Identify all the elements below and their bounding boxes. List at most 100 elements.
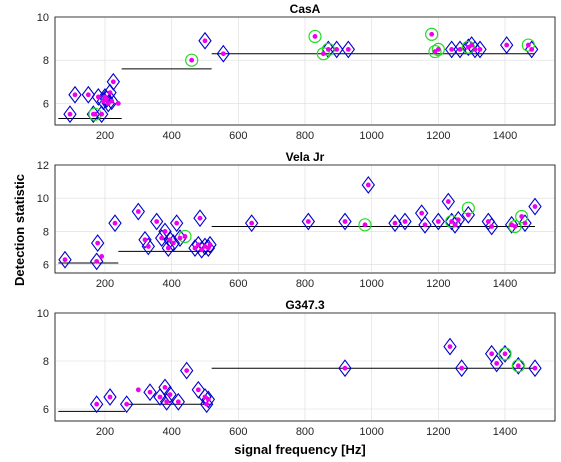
diamond-marker	[511, 356, 526, 375]
dot-marker	[135, 209, 141, 214]
dot-marker	[135, 387, 141, 393]
dot-marker	[94, 258, 100, 264]
x-tick-label: 1400	[493, 426, 517, 438]
dot-marker	[177, 235, 183, 241]
diamond-marker	[444, 212, 459, 231]
dot-marker	[489, 224, 495, 229]
x-axis-label: signal frequency [Hz]	[234, 442, 365, 457]
y-tick-label: 8	[43, 356, 49, 368]
diamond-marker	[398, 212, 412, 231]
diamond-marker	[171, 392, 186, 411]
circle-marker	[358, 218, 372, 232]
dot-marker	[477, 47, 483, 52]
diamond-marker	[103, 388, 117, 406]
dot-marker	[365, 182, 371, 188]
dot-marker	[207, 242, 213, 248]
y-tick-label: 6	[43, 260, 49, 272]
diamond-marker	[329, 40, 344, 59]
dot-marker	[455, 217, 461, 223]
dot-marker	[342, 365, 348, 371]
dot-marker	[182, 234, 188, 239]
dot-marker	[145, 244, 151, 249]
dot-marker	[392, 220, 398, 226]
dot-marker	[124, 401, 130, 407]
dot-marker	[312, 34, 318, 39]
dot-marker	[175, 399, 181, 405]
x-tick-label: 600	[229, 278, 247, 290]
dot-marker	[345, 47, 351, 52]
y-tick-label: 10	[37, 12, 49, 24]
diamond-marker	[143, 383, 157, 402]
diamond-marker	[338, 359, 352, 378]
circle-marker	[185, 53, 199, 67]
dot-marker	[154, 219, 160, 224]
diamond-marker	[131, 202, 146, 221]
x-tick-label: 800	[296, 426, 314, 438]
dot-marker	[99, 253, 105, 259]
dot-marker	[325, 47, 331, 52]
diamond-marker	[443, 337, 457, 356]
x-tick-label: 800	[296, 278, 314, 290]
dot-marker	[429, 31, 435, 37]
diamond-marker	[81, 85, 96, 104]
diamond-marker	[341, 40, 356, 59]
diamond-marker	[489, 354, 504, 373]
y-tick-label: 8	[43, 226, 49, 238]
dot-marker	[249, 220, 255, 226]
dot-marker	[532, 204, 538, 209]
diamond-marker	[518, 214, 532, 233]
dot-marker	[334, 47, 340, 52]
circle-marker	[521, 38, 535, 52]
dot-marker	[305, 219, 311, 224]
dot-marker	[142, 237, 148, 243]
dot-marker	[449, 47, 455, 52]
dot-marker	[115, 101, 121, 106]
dot-marker	[494, 361, 500, 366]
x-tick-label: 200	[96, 130, 114, 142]
diamond-marker	[169, 214, 184, 233]
y-axis-label: Detection statistic	[12, 174, 27, 286]
circle-marker	[425, 27, 439, 41]
dot-marker	[95, 240, 101, 246]
dot-marker	[502, 351, 508, 357]
panel-title-casa: CasA	[290, 2, 321, 16]
y-tick-label: 10	[37, 193, 49, 205]
diamond-marker	[361, 176, 376, 194]
x-tick-label: 1400	[493, 130, 517, 142]
diamond-marker	[451, 210, 466, 229]
diamond-marker	[63, 105, 77, 124]
diamond-marker	[473, 40, 487, 59]
dot-marker	[184, 368, 190, 373]
circle-marker	[498, 347, 512, 361]
dot-marker	[112, 220, 118, 226]
diamond-marker	[199, 395, 214, 414]
dot-marker	[522, 220, 528, 226]
dot-marker	[515, 363, 521, 369]
dot-marker	[159, 235, 165, 241]
diamond-marker	[179, 361, 194, 380]
diamond-marker	[141, 237, 156, 256]
dot-marker	[419, 210, 425, 216]
dot-marker	[192, 245, 198, 251]
panel-g347: 200 400 600 800 1000 1200 1400 6 8 10 G347.3	[37, 298, 556, 438]
dot-marker	[165, 245, 171, 251]
dot-marker	[195, 387, 201, 393]
x-tick-label: 800	[296, 130, 314, 142]
axes-frame	[54, 164, 556, 274]
diamond-marker	[453, 40, 467, 59]
dot-marker	[529, 47, 535, 52]
diamond-marker	[94, 105, 109, 124]
diamond-marker	[203, 235, 217, 254]
diamond-marker	[159, 392, 174, 411]
dot-marker	[107, 394, 113, 400]
diamond-marker	[498, 344, 512, 363]
panel-casa: 200 400 600 800 1000 1200 1400 6 8 10 CasA	[37, 2, 556, 142]
x-tick-label: 400	[162, 426, 180, 438]
dot-marker	[147, 389, 153, 395]
dot-marker	[512, 224, 518, 229]
dot-marker	[162, 229, 168, 234]
circle-marker	[428, 44, 442, 59]
diamond-marker	[528, 359, 542, 378]
diamond-marker	[504, 215, 519, 234]
dot-marker	[472, 47, 478, 52]
